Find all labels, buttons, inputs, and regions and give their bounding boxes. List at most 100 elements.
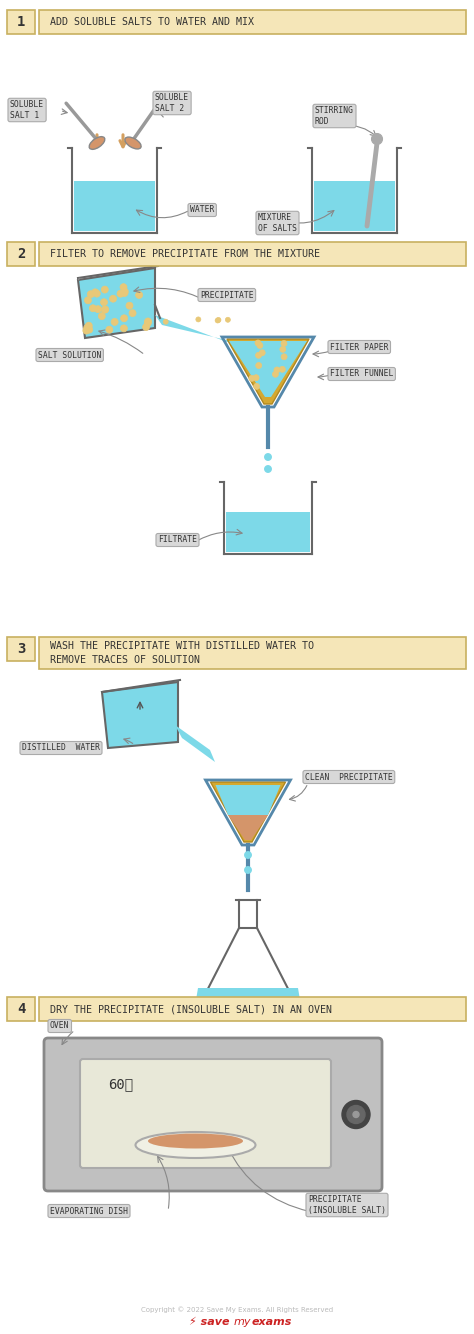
Circle shape (90, 304, 96, 312)
Text: Copyright © 2022 Save My Exams. All Rights Reserved: Copyright © 2022 Save My Exams. All Righ… (141, 1307, 333, 1314)
Text: exams: exams (252, 1317, 292, 1327)
Text: PRECIPITATE: PRECIPITATE (200, 291, 254, 300)
Circle shape (87, 291, 94, 297)
Polygon shape (227, 339, 309, 404)
FancyBboxPatch shape (39, 9, 466, 33)
Circle shape (281, 340, 287, 347)
Circle shape (136, 292, 143, 299)
Text: SALT SOLUTION: SALT SOLUTION (38, 351, 101, 359)
Text: OVEN: OVEN (50, 1022, 70, 1030)
Text: DRY THE PRECIPITATE (INSOLUBLE SALT) IN AN OVEN: DRY THE PRECIPITATE (INSOLUBLE SALT) IN … (50, 1005, 332, 1014)
Bar (315, 181, 395, 231)
Circle shape (216, 317, 221, 323)
Circle shape (85, 323, 92, 329)
Circle shape (126, 303, 133, 309)
Polygon shape (210, 782, 285, 842)
Circle shape (225, 317, 230, 323)
Text: WASH THE PRECIPITATE WITH DISTILLED WATER TO
REMOVE TRACES OF SOLUTION: WASH THE PRECIPITATE WITH DISTILLED WATE… (50, 642, 314, 666)
Circle shape (106, 327, 113, 334)
Circle shape (101, 307, 108, 313)
Circle shape (84, 296, 91, 304)
Circle shape (347, 1106, 365, 1123)
Polygon shape (229, 342, 307, 398)
Text: ADD SOLUBLE SALTS TO WATER AND MIX: ADD SOLUBLE SALTS TO WATER AND MIX (50, 17, 254, 27)
Circle shape (120, 324, 128, 332)
Circle shape (245, 867, 252, 874)
FancyBboxPatch shape (7, 638, 35, 662)
Circle shape (353, 1111, 359, 1118)
Polygon shape (78, 268, 155, 338)
Circle shape (255, 363, 262, 368)
Circle shape (102, 305, 109, 313)
Circle shape (372, 133, 383, 144)
Text: my: my (234, 1317, 252, 1327)
Circle shape (254, 383, 260, 390)
Circle shape (86, 325, 93, 334)
Circle shape (121, 288, 128, 295)
FancyBboxPatch shape (7, 996, 35, 1021)
Ellipse shape (89, 136, 105, 149)
Circle shape (144, 320, 151, 327)
Circle shape (120, 284, 127, 291)
Text: WATER: WATER (190, 205, 214, 215)
Ellipse shape (136, 1133, 255, 1158)
Circle shape (279, 367, 285, 372)
Circle shape (93, 289, 100, 297)
Circle shape (255, 352, 262, 359)
FancyBboxPatch shape (44, 1038, 382, 1191)
Text: 1: 1 (17, 15, 25, 29)
FancyBboxPatch shape (39, 996, 466, 1021)
Polygon shape (216, 784, 281, 815)
Circle shape (196, 317, 201, 321)
FancyBboxPatch shape (39, 241, 466, 265)
Circle shape (145, 317, 152, 325)
Circle shape (163, 319, 168, 324)
Circle shape (281, 354, 287, 360)
Circle shape (84, 324, 91, 331)
Text: 2: 2 (17, 247, 25, 261)
Text: 3: 3 (17, 642, 25, 656)
Text: SOLUBLE
SALT 1: SOLUBLE SALT 1 (10, 100, 44, 120)
Circle shape (259, 350, 265, 356)
Circle shape (83, 327, 90, 334)
Circle shape (129, 309, 136, 316)
Text: FILTRATE: FILTRATE (158, 535, 197, 544)
Circle shape (109, 295, 117, 303)
Circle shape (274, 367, 280, 374)
Circle shape (111, 319, 118, 325)
Text: 4: 4 (17, 1002, 25, 1017)
Text: SOLUBLE
SALT 2: SOLUBLE SALT 2 (155, 93, 189, 112)
Circle shape (253, 375, 259, 380)
Circle shape (91, 289, 99, 296)
Circle shape (264, 466, 272, 472)
Circle shape (280, 347, 286, 352)
Bar (74, 181, 155, 231)
Text: FILTER TO REMOVE PRECIPITATE FROM THE MIXTURE: FILTER TO REMOVE PRECIPITATE FROM THE MI… (50, 249, 320, 259)
Circle shape (101, 285, 108, 293)
Text: PRECIPITATE
(INSOLUBLE SALT): PRECIPITATE (INSOLUBLE SALT) (308, 1195, 386, 1215)
Circle shape (255, 340, 261, 346)
Circle shape (117, 291, 124, 297)
Circle shape (273, 371, 278, 378)
Ellipse shape (148, 1134, 243, 1149)
Text: FILTER PAPER: FILTER PAPER (330, 343, 389, 351)
FancyBboxPatch shape (80, 1059, 331, 1169)
Polygon shape (175, 724, 215, 762)
Circle shape (100, 299, 108, 305)
Circle shape (249, 375, 255, 382)
Circle shape (215, 317, 220, 323)
Text: STIRRING
ROD: STIRRING ROD (315, 107, 354, 125)
Circle shape (257, 343, 263, 348)
Bar (226, 512, 310, 552)
Polygon shape (102, 682, 178, 748)
Polygon shape (193, 988, 303, 1018)
Polygon shape (228, 815, 268, 840)
Text: EVAPORATING DISH: EVAPORATING DISH (50, 1206, 128, 1215)
Circle shape (120, 315, 128, 321)
Circle shape (121, 289, 128, 296)
Ellipse shape (125, 137, 141, 149)
Text: 60℃: 60℃ (108, 1077, 133, 1091)
Text: MIXTURE
OF SALTS: MIXTURE OF SALTS (258, 213, 297, 232)
Circle shape (342, 1101, 370, 1129)
Circle shape (245, 851, 252, 859)
